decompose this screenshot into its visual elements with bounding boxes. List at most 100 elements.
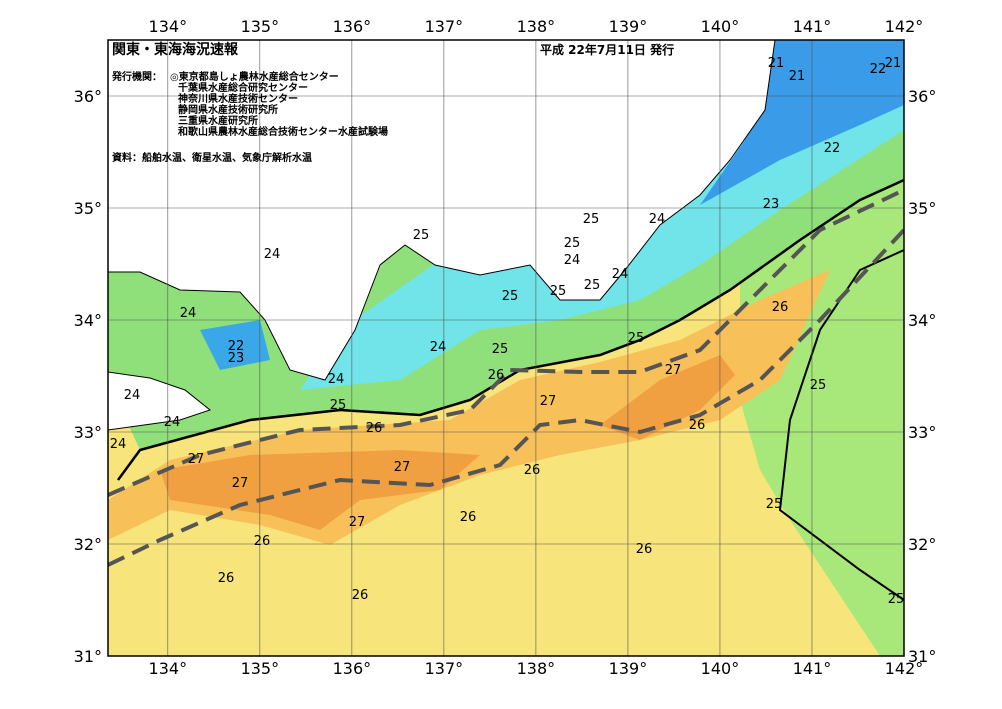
contour-label: 25 xyxy=(628,331,645,346)
publisher: 千葉県水産総合研究センター xyxy=(178,81,308,94)
issue-date: 平成 22年7月11日 発行 xyxy=(540,42,674,57)
x-tick-label: 139° xyxy=(609,17,648,36)
y-tick-label: 36° xyxy=(74,87,102,106)
contour-label: 25 xyxy=(810,378,827,393)
contour-label: 27 xyxy=(394,460,411,475)
contour-label: 25 xyxy=(502,289,519,304)
contour-label: 24 xyxy=(430,340,447,355)
contour-label: 26 xyxy=(488,368,505,383)
contour-label: 21 xyxy=(768,56,785,71)
y-tick-label: 33° xyxy=(908,423,936,442)
publishers-label: 発行機関： xyxy=(111,70,162,83)
land xyxy=(108,40,776,381)
kuroshio-edge xyxy=(108,188,904,497)
x-tick-label: 135° xyxy=(241,17,280,36)
x-tick-label: 141° xyxy=(793,659,832,678)
x-tick-label: 142° xyxy=(885,17,924,36)
publisher: 神奈川県水産技術センター xyxy=(178,92,298,105)
contour-label: 27 xyxy=(188,452,205,467)
publisher: 和歌山県農林水産総合技術センター水産試験場 xyxy=(177,125,388,138)
x-tick-label: 138° xyxy=(517,659,556,678)
contour-label: 25 xyxy=(550,284,567,299)
contour-label: 24 xyxy=(110,437,127,452)
hot-patch xyxy=(160,450,480,530)
contour-label: 27 xyxy=(665,363,682,378)
x-tick-label: 137° xyxy=(425,659,464,678)
y-tick-label: 32° xyxy=(74,535,102,554)
contour-label: 25 xyxy=(564,236,581,251)
x-tick-label: 134° xyxy=(149,659,188,678)
contour-label: 22 xyxy=(228,339,245,354)
y-tick-label: 35° xyxy=(74,199,102,218)
contour-label: 25 xyxy=(766,497,783,512)
contour-label: 25 xyxy=(584,278,601,293)
contour-label: 23 xyxy=(228,351,245,366)
y-tick-label: 31° xyxy=(74,647,102,666)
cold-water xyxy=(700,40,904,205)
contour-label: 24 xyxy=(649,212,666,227)
hot-patch xyxy=(600,355,735,440)
contour-label: 22 xyxy=(824,141,841,156)
contour-label: 24 xyxy=(564,253,581,268)
sources: 資料：船舶水温、衛星水温、気象庁解析水温 xyxy=(112,151,312,164)
map-frame xyxy=(107,39,905,657)
contour-label: 21 xyxy=(789,69,806,84)
x-tick-label: 142° xyxy=(885,659,924,678)
contour-label: 23 xyxy=(763,197,780,212)
y-tick-label: 33° xyxy=(74,423,102,442)
contour-label: 27 xyxy=(232,476,249,491)
contour-label: 25 xyxy=(888,592,905,607)
x-tick-label: 135° xyxy=(241,659,280,678)
y-tick-label: 34° xyxy=(74,311,102,330)
y-tick-label: 31° xyxy=(908,647,936,666)
contour-label: 24 xyxy=(612,267,629,282)
map-area xyxy=(108,40,904,656)
y-tick-label: 36° xyxy=(908,87,936,106)
contour-label: 21 xyxy=(885,56,902,71)
x-tick-label: 138° xyxy=(517,17,556,36)
contour-label: 26 xyxy=(524,463,541,478)
x-tick-label: 140° xyxy=(701,17,740,36)
y-tick-label: 35° xyxy=(908,199,936,218)
contour-label: 26 xyxy=(218,571,235,586)
title: 関東・東海海況速報 xyxy=(112,41,239,58)
contour-label: 26 xyxy=(366,421,383,436)
contour-label: 25 xyxy=(413,228,430,243)
contour-label: 24 xyxy=(264,247,281,262)
publishers: ◎東京都島しょ農林水産総合センター千葉県水産総合研究センター神奈川県水産技術セン… xyxy=(170,70,388,138)
publisher: 三重県水産研究所 xyxy=(178,114,258,127)
contour-label: 25 xyxy=(583,212,600,227)
publisher: ◎東京都島しょ農林水産総合センター xyxy=(170,70,339,83)
x-tick-label: 140° xyxy=(701,659,740,678)
y-tick-label: 34° xyxy=(908,311,936,330)
contour-25 xyxy=(116,178,904,481)
land xyxy=(108,371,212,431)
kuroshio-edge xyxy=(108,228,904,567)
contour-label: 26 xyxy=(254,534,271,549)
contour-label: 24 xyxy=(124,388,141,403)
x-tick-label: 141° xyxy=(793,17,832,36)
contour-label: 24 xyxy=(328,372,345,387)
contour-label: 27 xyxy=(540,394,557,409)
contour-label: 22 xyxy=(870,62,887,77)
contour-25 xyxy=(778,249,904,601)
contour-label: 24 xyxy=(164,415,181,430)
contour-label: 26 xyxy=(460,510,477,525)
cold-water xyxy=(200,320,270,370)
x-tick-label: 137° xyxy=(425,17,464,36)
contour-label: 24 xyxy=(180,306,197,321)
contour-label: 27 xyxy=(349,515,366,530)
contour-label: 26 xyxy=(772,300,789,315)
contour-label: 25 xyxy=(330,398,347,413)
x-tick-label: 136° xyxy=(333,659,372,678)
publisher: 静岡県水産技術研究所 xyxy=(178,103,278,116)
x-tick-label: 136° xyxy=(333,17,372,36)
x-tick-label: 139° xyxy=(609,659,648,678)
contour-label: 25 xyxy=(492,342,509,357)
contour-label: 26 xyxy=(352,588,369,603)
contour-label: 26 xyxy=(689,418,706,433)
x-tick-label: 134° xyxy=(149,17,188,36)
contour-label: 26 xyxy=(636,542,653,557)
y-tick-label: 32° xyxy=(908,535,936,554)
